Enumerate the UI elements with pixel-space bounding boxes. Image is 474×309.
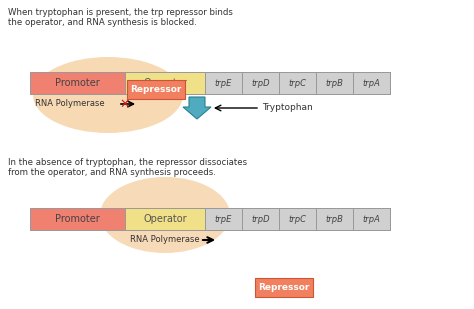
Text: Operator: Operator: [143, 78, 187, 88]
Bar: [353, 72, 390, 94]
Text: trpC: trpC: [289, 214, 307, 223]
Ellipse shape: [33, 57, 183, 133]
Text: Tryptophan: Tryptophan: [262, 104, 313, 112]
Bar: [279, 208, 316, 230]
Bar: [205, 72, 242, 94]
Bar: [125, 72, 205, 94]
Text: RNA Polymerase: RNA Polymerase: [35, 99, 105, 108]
Bar: [30, 72, 390, 94]
Text: trpB: trpB: [326, 214, 344, 223]
Bar: [353, 208, 390, 230]
Bar: [255, 278, 313, 297]
Text: trpC: trpC: [289, 78, 307, 87]
Bar: [0, 0, 474, 155]
Bar: [316, 208, 353, 230]
Text: trpE: trpE: [215, 78, 232, 87]
Text: trpA: trpA: [363, 214, 381, 223]
Bar: [30, 208, 125, 230]
Bar: [242, 72, 279, 94]
Bar: [0, 155, 474, 309]
Bar: [205, 208, 242, 230]
Text: trpA: trpA: [363, 78, 381, 87]
Text: trpB: trpB: [326, 78, 344, 87]
Text: the operator, and RNA synthesis is blocked.: the operator, and RNA synthesis is block…: [8, 18, 197, 27]
Text: In the absence of tryptophan, the repressor dissociates: In the absence of tryptophan, the repres…: [8, 158, 247, 167]
Bar: [242, 208, 279, 230]
Text: trpD: trpD: [251, 78, 270, 87]
Bar: [316, 72, 353, 94]
Text: Repressor: Repressor: [130, 85, 182, 94]
Bar: [279, 72, 316, 94]
Ellipse shape: [100, 177, 230, 253]
Bar: [127, 80, 185, 99]
Text: ✕: ✕: [120, 98, 130, 111]
Text: RNA Polymerase: RNA Polymerase: [130, 235, 200, 244]
Text: trpE: trpE: [215, 214, 232, 223]
Text: Promoter: Promoter: [55, 78, 100, 88]
Text: Repressor: Repressor: [258, 283, 310, 292]
Text: Operator: Operator: [143, 214, 187, 224]
Bar: [30, 208, 390, 230]
Text: from the operator, and RNA synthesis proceeds.: from the operator, and RNA synthesis pro…: [8, 168, 216, 177]
Text: When tryptophan is present, the trp repressor binds: When tryptophan is present, the trp repr…: [8, 8, 233, 17]
Text: Promoter: Promoter: [55, 214, 100, 224]
Bar: [30, 72, 125, 94]
Text: trpD: trpD: [251, 214, 270, 223]
Polygon shape: [183, 97, 211, 119]
Bar: [125, 208, 205, 230]
